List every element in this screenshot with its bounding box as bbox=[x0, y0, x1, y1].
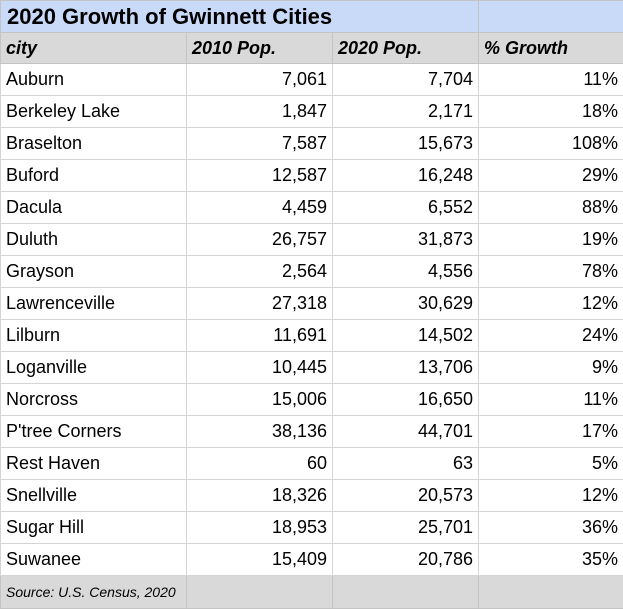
pop-2020-cell[interactable]: 44,701 bbox=[331, 415, 480, 448]
header-row: city 2010 Pop. 2020 Pop. % Growth bbox=[0, 32, 623, 64]
city-cell[interactable]: Loganville bbox=[0, 351, 187, 384]
city-cell[interactable]: Rest Haven bbox=[0, 447, 187, 480]
growth-cell[interactable]: 5% bbox=[478, 447, 623, 480]
city-cell[interactable]: Lilburn bbox=[0, 319, 187, 352]
pop-2010-cell[interactable]: 60 bbox=[186, 447, 333, 480]
pop-2020-cell[interactable]: 14,502 bbox=[331, 319, 480, 352]
pop-2010-cell[interactable]: 4,459 bbox=[186, 191, 333, 224]
growth-cell[interactable]: 11% bbox=[478, 383, 623, 416]
pop-2010-cell[interactable]: 7,587 bbox=[186, 127, 333, 160]
pop-2010-cell[interactable]: 12,587 bbox=[186, 159, 333, 192]
city-cell[interactable]: Norcross bbox=[0, 383, 187, 416]
pop-2010-cell[interactable]: 2,564 bbox=[186, 255, 333, 288]
growth-cell[interactable]: 29% bbox=[478, 159, 623, 192]
pop-2010-cell[interactable]: 38,136 bbox=[186, 415, 333, 448]
table-row: Suwanee 15,409 20,786 35% bbox=[0, 543, 623, 576]
pop-2020-cell[interactable]: 20,573 bbox=[331, 479, 480, 512]
pop-2020-cell[interactable]: 4,556 bbox=[331, 255, 480, 288]
growth-cell[interactable]: 9% bbox=[478, 351, 623, 384]
pop-2020-cell[interactable]: 7,704 bbox=[331, 63, 480, 96]
city-cell[interactable]: Auburn bbox=[0, 63, 187, 96]
pop-2010-cell[interactable]: 15,409 bbox=[186, 543, 333, 576]
pop-2010-cell[interactable]: 7,061 bbox=[186, 63, 333, 96]
growth-cell[interactable]: 17% bbox=[478, 415, 623, 448]
pop-2020-cell[interactable]: 6,552 bbox=[331, 191, 480, 224]
pop-2020-cell[interactable]: 2,171 bbox=[331, 95, 480, 128]
pop-2010-cell[interactable]: 26,757 bbox=[186, 223, 333, 256]
pop-2020-cell[interactable]: 15,673 bbox=[331, 127, 480, 160]
title-row: 2020 Growth of Gwinnett Cities bbox=[0, 0, 623, 33]
footer-row: Source: U.S. Census, 2020 bbox=[0, 575, 623, 609]
title-blank-cell[interactable] bbox=[478, 0, 623, 33]
table-row: Dacula 4,459 6,552 88% bbox=[0, 191, 623, 224]
pop-2010-cell[interactable]: 10,445 bbox=[186, 351, 333, 384]
growth-cell[interactable]: 12% bbox=[478, 479, 623, 512]
city-cell[interactable]: Lawrenceville bbox=[0, 287, 187, 320]
table-row: Braselton 7,587 15,673 108% bbox=[0, 127, 623, 160]
footer-blank-cell-2[interactable] bbox=[331, 575, 480, 609]
pop-2020-cell[interactable]: 30,629 bbox=[331, 287, 480, 320]
city-cell[interactable]: Duluth bbox=[0, 223, 187, 256]
pop-2010-cell[interactable]: 27,318 bbox=[186, 287, 333, 320]
table-row: Buford 12,587 16,248 29% bbox=[0, 159, 623, 192]
table-row: Berkeley Lake 1,847 2,171 18% bbox=[0, 95, 623, 128]
pop-2020-cell[interactable]: 16,650 bbox=[331, 383, 480, 416]
pop-2010-cell[interactable]: 11,691 bbox=[186, 319, 333, 352]
city-cell[interactable]: Braselton bbox=[0, 127, 187, 160]
table-row: Snellville 18,326 20,573 12% bbox=[0, 479, 623, 512]
footer-blank-cell-3[interactable] bbox=[478, 575, 623, 609]
pop-2020-cell[interactable]: 25,701 bbox=[331, 511, 480, 544]
table-row: Grayson 2,564 4,556 78% bbox=[0, 255, 623, 288]
table-row: Duluth 26,757 31,873 19% bbox=[0, 223, 623, 256]
growth-cell[interactable]: 24% bbox=[478, 319, 623, 352]
footer-blank-cell-1[interactable] bbox=[186, 575, 333, 609]
pop-2020-cell[interactable]: 16,248 bbox=[331, 159, 480, 192]
growth-cell[interactable]: 36% bbox=[478, 511, 623, 544]
pop-2010-cell[interactable]: 1,847 bbox=[186, 95, 333, 128]
header-2010-pop[interactable]: 2010 Pop. bbox=[186, 32, 333, 64]
pop-2020-cell[interactable]: 63 bbox=[331, 447, 480, 480]
city-cell[interactable]: Berkeley Lake bbox=[0, 95, 187, 128]
city-cell[interactable]: Buford bbox=[0, 159, 187, 192]
table-row: Lawrenceville 27,318 30,629 12% bbox=[0, 287, 623, 320]
header-city[interactable]: city bbox=[0, 32, 187, 64]
table-row: Loganville 10,445 13,706 9% bbox=[0, 351, 623, 384]
growth-cell[interactable]: 19% bbox=[478, 223, 623, 256]
growth-cell[interactable]: 18% bbox=[478, 95, 623, 128]
table-row: Auburn 7,061 7,704 11% bbox=[0, 63, 623, 96]
pop-2020-cell[interactable]: 13,706 bbox=[331, 351, 480, 384]
growth-cell[interactable]: 88% bbox=[478, 191, 623, 224]
table-row: Lilburn 11,691 14,502 24% bbox=[0, 319, 623, 352]
pop-2010-cell[interactable]: 18,953 bbox=[186, 511, 333, 544]
source-note[interactable]: Source: U.S. Census, 2020 bbox=[0, 575, 187, 609]
city-cell[interactable]: Sugar Hill bbox=[0, 511, 187, 544]
table-row: Rest Haven 60 63 5% bbox=[0, 447, 623, 480]
pop-2010-cell[interactable]: 15,006 bbox=[186, 383, 333, 416]
city-cell[interactable]: Snellville bbox=[0, 479, 187, 512]
growth-cell[interactable]: 12% bbox=[478, 287, 623, 320]
growth-cell[interactable]: 108% bbox=[478, 127, 623, 160]
city-cell[interactable]: Suwanee bbox=[0, 543, 187, 576]
growth-cell[interactable]: 11% bbox=[478, 63, 623, 96]
table-row: Sugar Hill 18,953 25,701 36% bbox=[0, 511, 623, 544]
sheet-title[interactable]: 2020 Growth of Gwinnett Cities bbox=[0, 0, 480, 33]
table-row: Norcross 15,006 16,650 11% bbox=[0, 383, 623, 416]
city-cell[interactable]: P'tree Corners bbox=[0, 415, 187, 448]
pop-2020-cell[interactable]: 31,873 bbox=[331, 223, 480, 256]
growth-cell[interactable]: 78% bbox=[478, 255, 623, 288]
header-growth[interactable]: % Growth bbox=[478, 32, 623, 64]
city-cell[interactable]: Grayson bbox=[0, 255, 187, 288]
growth-cell[interactable]: 35% bbox=[478, 543, 623, 576]
pop-2020-cell[interactable]: 20,786 bbox=[331, 543, 480, 576]
city-cell[interactable]: Dacula bbox=[0, 191, 187, 224]
pop-2010-cell[interactable]: 18,326 bbox=[186, 479, 333, 512]
header-2020-pop[interactable]: 2020 Pop. bbox=[331, 32, 480, 64]
table-row: P'tree Corners 38,136 44,701 17% bbox=[0, 415, 623, 448]
